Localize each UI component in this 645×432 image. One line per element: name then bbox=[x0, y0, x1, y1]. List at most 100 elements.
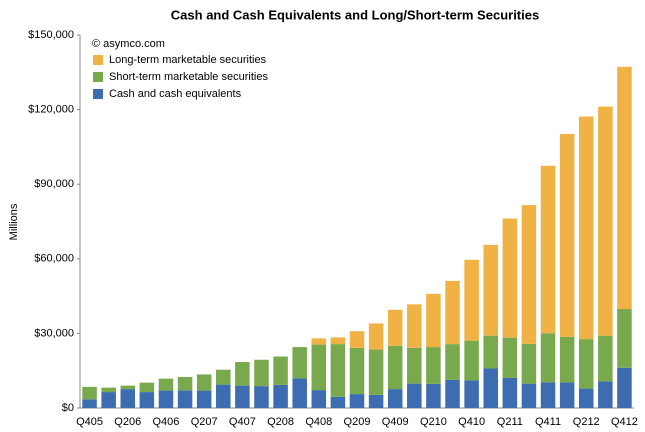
x-tick-label: Q412 bbox=[611, 416, 638, 428]
bar-segment bbox=[445, 344, 460, 380]
bar-segment bbox=[598, 381, 613, 408]
bar-segment bbox=[407, 304, 422, 348]
y-tick-label: $90,000 bbox=[34, 178, 74, 190]
bar-segment bbox=[158, 390, 174, 408]
bar-segment bbox=[292, 378, 307, 408]
x-tick-label: Q206 bbox=[114, 416, 141, 428]
bar-segment bbox=[196, 390, 212, 408]
bar-segment bbox=[330, 337, 346, 345]
bar-segment bbox=[349, 394, 365, 408]
bar-segment bbox=[617, 66, 632, 310]
bar-segment bbox=[521, 343, 537, 384]
bar-segment bbox=[292, 347, 307, 379]
bar-segment bbox=[464, 380, 479, 408]
y-tick-label: $0 bbox=[62, 402, 74, 414]
bar-segment bbox=[235, 385, 250, 408]
bar-segment bbox=[139, 392, 155, 408]
bar-segment bbox=[559, 382, 575, 408]
bar-segment bbox=[235, 361, 250, 386]
bar-segment bbox=[540, 165, 556, 334]
bar-segment bbox=[426, 347, 441, 384]
bar-segment bbox=[273, 384, 288, 408]
x-tick-label: Q209 bbox=[344, 416, 371, 428]
bar-segment bbox=[139, 382, 155, 393]
x-tick-label: Q207 bbox=[191, 416, 218, 428]
bar-segment bbox=[349, 331, 365, 348]
bar-segment bbox=[216, 369, 231, 385]
x-tick-label: Q410 bbox=[458, 416, 485, 428]
bar-segment bbox=[502, 218, 518, 338]
bar-segment bbox=[349, 347, 365, 395]
bar-segment bbox=[82, 386, 97, 400]
bar-segment bbox=[177, 376, 193, 391]
bar-segment bbox=[483, 335, 498, 369]
bar-segment bbox=[521, 205, 537, 344]
x-tick-label: Q208 bbox=[267, 416, 294, 428]
bar-segment bbox=[273, 356, 288, 385]
y-tick-label: $150,000 bbox=[28, 29, 74, 41]
y-axis-label: Millions bbox=[8, 203, 20, 240]
y-tick-label: $60,000 bbox=[34, 253, 74, 265]
bar-segment bbox=[598, 106, 613, 336]
bar-segment bbox=[330, 344, 346, 397]
y-tick-label: $30,000 bbox=[34, 327, 74, 339]
bar-segment bbox=[387, 309, 403, 346]
bar-segment bbox=[598, 335, 613, 382]
bar-segment bbox=[368, 323, 384, 350]
bar-segment bbox=[311, 390, 327, 408]
bar-segment bbox=[464, 259, 479, 341]
bar-segment bbox=[502, 377, 518, 408]
bar-segment bbox=[426, 293, 441, 348]
bar-segment bbox=[368, 394, 384, 408]
bar-segment bbox=[177, 390, 193, 408]
legend-swatch bbox=[93, 89, 103, 99]
y-tick-label: $120,000 bbox=[28, 104, 74, 116]
bar-segment bbox=[387, 389, 403, 408]
x-tick-label: Q408 bbox=[305, 416, 332, 428]
bar-segment bbox=[311, 338, 327, 345]
bar-segment bbox=[502, 337, 518, 378]
legend-swatch bbox=[93, 72, 103, 82]
bar-segment bbox=[330, 396, 346, 408]
bar-segment bbox=[368, 349, 384, 395]
x-tick-label: Q406 bbox=[153, 416, 180, 428]
x-tick-label: Q407 bbox=[229, 416, 256, 428]
bar-segment bbox=[158, 378, 174, 391]
x-tick-label: Q411 bbox=[535, 416, 561, 428]
bar-segment bbox=[578, 116, 594, 340]
annotation: © asymco.com bbox=[92, 38, 165, 50]
bar-segment bbox=[387, 345, 403, 390]
bar-segment bbox=[120, 389, 136, 408]
legend-label: Cash and cash equivalents bbox=[109, 88, 242, 100]
bar-segment bbox=[578, 388, 594, 408]
bar-segment bbox=[254, 386, 269, 408]
bar-segment bbox=[101, 392, 116, 408]
legend-swatch bbox=[93, 55, 103, 65]
bar-segment bbox=[445, 379, 460, 408]
bar-segment bbox=[464, 340, 479, 381]
x-tick-label: Q211 bbox=[497, 416, 523, 428]
legend-label: Short-term marketable securities bbox=[109, 71, 268, 83]
x-tick-label: Q409 bbox=[382, 416, 409, 428]
chart-title: Cash and Cash Equivalents and Long/Short… bbox=[171, 7, 539, 22]
bar-segment bbox=[426, 383, 441, 408]
bar-segment bbox=[521, 383, 537, 408]
bar-segment bbox=[540, 382, 556, 408]
bar-segment bbox=[407, 347, 422, 384]
x-tick-label: Q405 bbox=[76, 416, 103, 428]
bar-segment bbox=[120, 385, 136, 390]
bar-segment bbox=[559, 336, 575, 383]
bar-segment bbox=[82, 399, 97, 408]
x-tick-label: Q210 bbox=[420, 416, 447, 428]
bar-segment bbox=[407, 383, 422, 408]
bar-segment bbox=[483, 244, 498, 336]
bar-segment bbox=[196, 374, 212, 391]
bar-segment bbox=[311, 344, 327, 391]
x-tick-label: Q212 bbox=[573, 416, 600, 428]
bar-segment bbox=[559, 133, 575, 337]
bar-segment bbox=[540, 333, 556, 383]
bar-segment bbox=[578, 339, 594, 389]
bar-segment bbox=[483, 368, 498, 408]
bar-segment bbox=[617, 367, 632, 408]
